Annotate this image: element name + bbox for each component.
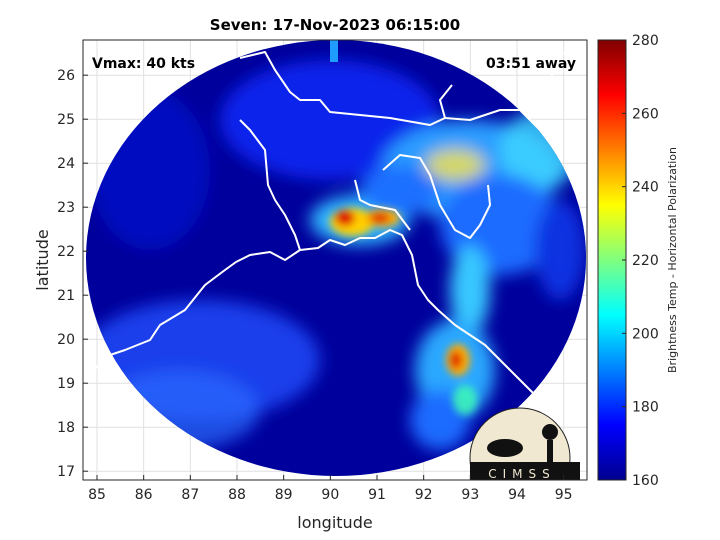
colorbar-tick-label: 200 bbox=[632, 326, 659, 342]
logo-band bbox=[470, 462, 580, 480]
logo-icon bbox=[542, 424, 558, 440]
coastlines bbox=[83, 44, 581, 406]
border bbox=[519, 109, 556, 151]
cloud bbox=[425, 149, 485, 181]
y-tick-label: 17 bbox=[57, 464, 75, 480]
y-tick-label: 24 bbox=[57, 156, 75, 172]
x-tick-label: 86 bbox=[135, 487, 153, 503]
border bbox=[239, 51, 453, 126]
y-axis-label: latitude bbox=[33, 229, 52, 290]
border bbox=[354, 179, 411, 231]
colorbar: 160 180 200 220 240 260 280 bbox=[597, 33, 659, 489]
y-tick-label: 25 bbox=[57, 112, 75, 128]
colorbar-tick-label: 240 bbox=[632, 180, 659, 196]
x-axis-label: longitude bbox=[297, 513, 372, 532]
satellite-image bbox=[86, 40, 586, 476]
border bbox=[444, 44, 581, 121]
border bbox=[239, 119, 301, 251]
core bbox=[450, 351, 462, 369]
plot-area: CIMSS Vmax: 40 kts 03:51 away bbox=[83, 40, 587, 481]
y-tick-label: 19 bbox=[57, 376, 75, 392]
core bbox=[370, 213, 390, 223]
plot-frame bbox=[82, 39, 588, 481]
x-tick-label: 92 bbox=[415, 487, 433, 503]
logo-icon bbox=[487, 439, 523, 457]
cloud bbox=[220, 60, 440, 180]
x-tick-label: 94 bbox=[508, 487, 526, 503]
y-tick-label: 21 bbox=[57, 288, 75, 304]
border bbox=[382, 154, 491, 239]
y-tick-label: 20 bbox=[57, 332, 75, 348]
x-tick-label: 95 bbox=[555, 487, 573, 503]
coastline bbox=[83, 229, 546, 406]
logo-text: CIMSS bbox=[488, 467, 556, 481]
chart-title: Seven: 17-Nov-2023 06:15:00 bbox=[210, 16, 460, 34]
colorbar-tick-label: 220 bbox=[632, 253, 659, 269]
x-tick-label: 93 bbox=[461, 487, 479, 503]
cloud bbox=[450, 245, 490, 335]
core bbox=[453, 385, 477, 415]
colorbar-tick-label: 160 bbox=[632, 473, 659, 489]
colorbar-tick-label: 180 bbox=[632, 400, 659, 416]
logo: CIMSS bbox=[469, 407, 580, 481]
colorbar-scale bbox=[597, 39, 627, 481]
x-tick-label: 87 bbox=[181, 487, 199, 503]
colorbar-label: Brightness Temp - Horizontal Polarizatio… bbox=[666, 147, 679, 373]
x-tick-label: 91 bbox=[368, 487, 386, 503]
x-tick-label: 90 bbox=[321, 487, 339, 503]
x-tick-label: 89 bbox=[275, 487, 293, 503]
x-tick-label: 85 bbox=[88, 487, 106, 503]
logo-icon bbox=[547, 440, 553, 462]
y-tick-label: 26 bbox=[57, 68, 75, 84]
y-tick-label: 18 bbox=[57, 420, 75, 436]
colorbar-tick-label: 280 bbox=[632, 33, 659, 49]
axes: 85 86 87 88 89 90 91 92 93 94 95 17 18 19 20 21 22 23 24 25… bbox=[57, 68, 572, 503]
annotation: 03:51 away bbox=[486, 56, 576, 72]
image-artifact bbox=[330, 40, 338, 62]
convective-cores bbox=[330, 208, 477, 415]
cloud bbox=[360, 165, 440, 215]
y-tick-label: 22 bbox=[57, 244, 75, 260]
x-tick-label: 88 bbox=[228, 487, 246, 503]
y-tick-label: 23 bbox=[57, 200, 75, 216]
cloud bbox=[535, 200, 585, 300]
colorbar-tick-label: 260 bbox=[632, 106, 659, 122]
annotation: Vmax: 40 kts bbox=[92, 56, 195, 72]
core bbox=[335, 210, 355, 226]
